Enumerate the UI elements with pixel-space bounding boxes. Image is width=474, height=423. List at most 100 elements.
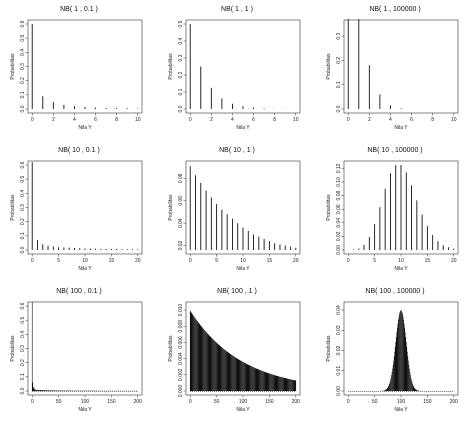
bar-series xyxy=(31,301,139,391)
chart-svg: 0 2 4 6 8 10 0.0 0.1 0.2 0.3 0.4 0.5 0.6 Nila Y Probab… xyxy=(10,19,143,131)
x-tick-label: 20 xyxy=(135,258,141,264)
chart-title: NB( 1 , 1 ) xyxy=(221,6,253,13)
x-axis-label: Nila Y xyxy=(394,266,408,272)
x-tick-label: 10 xyxy=(293,117,299,123)
x-tick-label: 10 xyxy=(135,117,141,123)
x-tick-label: 2 xyxy=(210,117,213,123)
y-tick-label: 0.02 xyxy=(336,345,342,355)
y-tick-label: 0.0 xyxy=(20,246,26,253)
y-tick-label: 0.0 xyxy=(20,105,26,112)
x-tick-label: 100 xyxy=(239,399,248,405)
y-tick-label: 0.008 xyxy=(178,320,184,333)
x-axis-label: Nila Y xyxy=(236,407,250,413)
bar-series xyxy=(31,162,139,250)
y-tick-label: 0.2 xyxy=(336,57,342,64)
chart-svg: 0 50 100 150 200 0.0 0.1 0.2 0.3 0.4 0.5 0.6 Nila Y P… xyxy=(10,301,143,413)
y-tick-label: 0.6 xyxy=(20,302,26,309)
y-tick-label: 0.0 xyxy=(20,387,26,394)
chart-title: NB( 100 , 100000 ) xyxy=(365,288,425,295)
x-tick-label: 15 xyxy=(109,258,115,264)
x-tick-label: 10 xyxy=(451,117,457,123)
x-tick-label: 2 xyxy=(52,117,55,123)
y-axis-label: Probabilitas xyxy=(168,53,174,80)
y-axis-label: Probabilitas xyxy=(168,194,174,221)
x-tick-label: 0 xyxy=(347,399,350,405)
y-tick-label: 0.2 xyxy=(20,359,26,366)
x-tick-label: 0 xyxy=(31,117,34,123)
x-tick-label: 150 xyxy=(423,399,432,405)
x-tick-label: 4 xyxy=(73,117,76,123)
x-tick-label: 20 xyxy=(293,258,299,264)
x-tick-label: 5 xyxy=(57,258,60,264)
x-tick-label: 8 xyxy=(431,117,434,123)
x-tick-label: 6 xyxy=(410,117,413,123)
x-tick-label: 15 xyxy=(425,258,431,264)
plot-frame xyxy=(27,301,143,396)
chart-svg: 0 50 100 150 200 0.00 0.01 0.02 0.03 0.04 Nila Y Pr… xyxy=(326,301,459,413)
y-tick-label: 0.04 xyxy=(336,218,342,228)
x-tick-label: 10 xyxy=(398,258,404,264)
chart-svg: 0 5 10 15 20 0.00 0.02 0.04 0.06 0.08 0.10 0.12 Nila… xyxy=(326,160,459,272)
x-tick-label: 150 xyxy=(107,399,116,405)
x-tick-label: 6 xyxy=(94,117,97,123)
x-tick-label: 6 xyxy=(252,117,255,123)
y-tick-label: 0.3 xyxy=(20,345,26,352)
y-tick-label: 0.3 xyxy=(20,63,26,70)
chart-svg: 0 5 10 15 20 0.0 0.1 0.2 0.3 0.4 0.5 0.6 Nila Y Proba… xyxy=(10,160,143,272)
y-tick-label: 0.01 xyxy=(336,366,342,376)
y-tick-label: 0.4 xyxy=(20,331,26,338)
y-tick-label: 0.12 xyxy=(336,163,342,173)
chart-panel: NB( 1 , 1 ) 0 2 4 6 8 10 0.0 0.1 0.2 0.3 0.4 0.5 Nila… xyxy=(158,0,316,141)
bar-series xyxy=(189,166,297,250)
y-tick-label: 0.002 xyxy=(178,368,184,381)
x-tick-label: 100 xyxy=(81,399,90,405)
y-tick-label: 0.5 xyxy=(20,175,26,182)
y-tick-label: 0.2 xyxy=(20,218,26,225)
chart-title: NB( 1 , 0.1 ) xyxy=(60,6,98,13)
chart-panel: NB( 1 , 0.1 ) 0 2 4 6 8 10 0.0 0.1 0.2 0.3 0.4 0.5 0.… xyxy=(0,0,158,141)
bar-series xyxy=(189,310,297,391)
y-tick-label: 0.5 xyxy=(20,316,26,323)
x-axis-label: Nila Y xyxy=(78,266,92,272)
y-tick-label: 0.2 xyxy=(178,71,184,78)
x-tick-label: 20 xyxy=(451,258,457,264)
y-tick-label: 0.08 xyxy=(336,191,342,201)
chart-svg: 0 2 4 6 8 10 0.0 0.1 0.2 0.3 0.4 0.5 Nila Y Probabili… xyxy=(168,19,301,131)
y-tick-label: 0.3 xyxy=(336,32,342,39)
y-axis-label: Probabilitas xyxy=(10,194,16,221)
y-tick-label: 0.5 xyxy=(20,34,26,41)
x-tick-label: 50 xyxy=(372,399,378,405)
y-tick-label: 0.1 xyxy=(20,232,26,239)
y-axis-label: Probabilitas xyxy=(10,53,16,80)
x-tick-label: 4 xyxy=(231,117,234,123)
y-tick-label: 0.1 xyxy=(336,81,342,88)
chart-panel: NB( 10 , 0.1 ) 0 5 10 15 20 0.0 0.1 0.2 0.3 0.4 0.5… xyxy=(0,141,158,282)
y-axis-label: Probabilitas xyxy=(326,53,332,80)
chart-panel: NB( 100 , 100000 ) 0 50 100 150 200 0.00 0.01 0.… xyxy=(316,282,474,423)
chart-panel: NB( 10 , 100000 ) 0 5 10 15 20 0.00 0.02 0.04 0.0… xyxy=(316,141,474,282)
x-axis-label: Nila Y xyxy=(78,407,92,413)
x-tick-label: 0 xyxy=(189,117,192,123)
y-axis-label: Probabilitas xyxy=(326,194,332,221)
x-axis-label: Nila Y xyxy=(236,125,250,131)
plot-frame xyxy=(185,19,301,114)
x-tick-label: 200 xyxy=(450,399,459,405)
x-axis-label: Nila Y xyxy=(394,407,408,413)
x-tick-label: 4 xyxy=(389,117,392,123)
y-tick-label: 0.3 xyxy=(20,204,26,211)
y-tick-label: 0.1 xyxy=(20,91,26,98)
x-tick-label: 50 xyxy=(214,399,220,405)
plot-frame xyxy=(343,19,459,114)
y-tick-label: 0.04 xyxy=(336,305,342,315)
chart-panel: NB( 10 , 1 ) 0 5 10 15 20 0.02 0.04 0.06 0.08 Nila… xyxy=(158,141,316,282)
x-tick-label: 0 xyxy=(347,117,350,123)
x-axis-label: Nila Y xyxy=(78,125,92,131)
y-tick-label: 0.03 xyxy=(336,325,342,335)
y-tick-label: 0.10 xyxy=(336,177,342,187)
y-tick-label: 0.6 xyxy=(20,161,26,168)
bar-series xyxy=(353,165,455,250)
x-axis-label: Nila Y xyxy=(236,266,250,272)
y-tick-label: 0.4 xyxy=(20,190,26,197)
y-tick-label: 0.1 xyxy=(178,88,184,95)
y-tick-label: 0.010 xyxy=(178,304,184,317)
